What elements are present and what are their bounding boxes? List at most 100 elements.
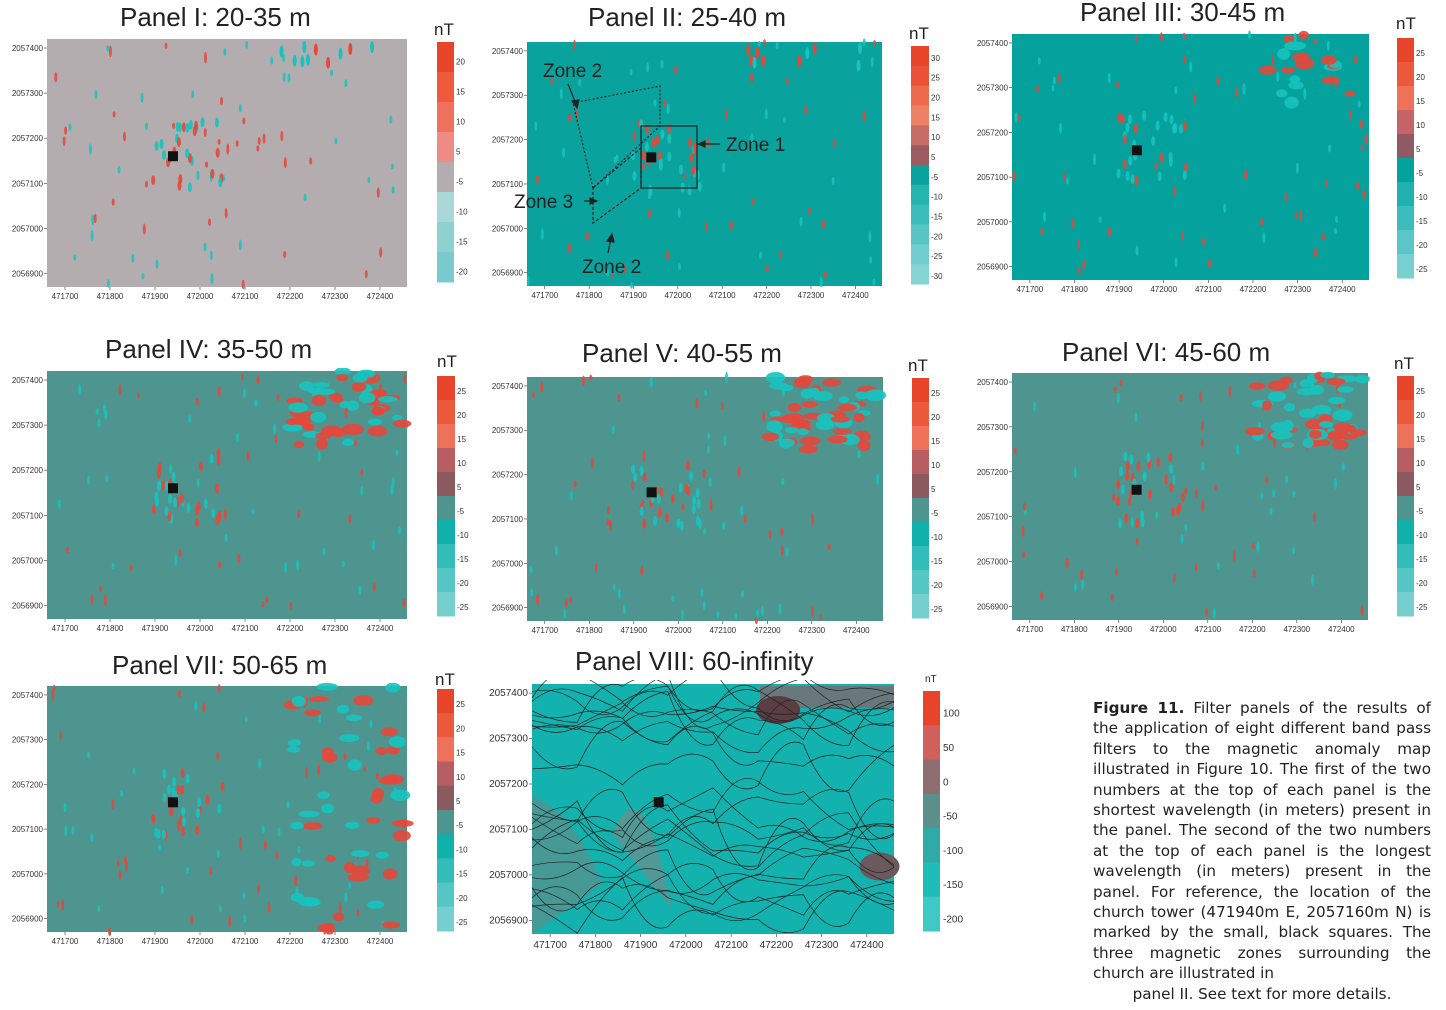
colorbar-tick-label: 10 — [931, 461, 940, 470]
anomaly — [305, 696, 309, 707]
anomaly — [722, 521, 726, 530]
anomaly — [258, 758, 262, 769]
x-tick-label: 471900 — [142, 937, 169, 946]
colorbar-swatch — [1397, 520, 1414, 545]
anomaly — [243, 914, 247, 924]
x-tick-label: 471800 — [1061, 285, 1088, 294]
anomaly — [303, 193, 307, 202]
anomaly — [1125, 461, 1130, 472]
anomaly — [1283, 402, 1296, 412]
colorbar-tick-label: -5 — [931, 173, 939, 182]
anomaly — [722, 162, 726, 174]
anomaly — [287, 73, 291, 83]
x-tick-label: 471700 — [52, 292, 79, 301]
anomaly — [395, 449, 399, 456]
anomaly — [176, 785, 181, 796]
colorbar-swatch — [437, 192, 454, 223]
anomaly — [347, 873, 370, 882]
anomaly — [606, 505, 610, 515]
anomaly — [217, 560, 221, 569]
anomaly — [1116, 479, 1121, 490]
colorbar-swatch — [437, 162, 454, 193]
anomaly — [864, 389, 887, 402]
anomaly — [277, 827, 281, 837]
anomaly — [346, 400, 359, 411]
x-tick-label: 472000 — [665, 626, 692, 635]
anomaly — [1355, 374, 1370, 384]
anomaly — [347, 759, 362, 771]
anomaly — [568, 113, 572, 123]
anomaly — [351, 381, 367, 392]
anomaly — [379, 383, 383, 390]
anomaly — [1173, 122, 1178, 133]
anomaly — [1107, 72, 1111, 84]
x-tick-label: 472100 — [232, 624, 259, 633]
anomaly — [334, 368, 351, 376]
anomaly — [1040, 227, 1044, 236]
anomaly — [371, 406, 386, 416]
colorbar-tick-label: 20 — [931, 94, 940, 103]
anomaly-blobs — [57, 368, 412, 610]
colorbar-tick-label: -5 — [931, 509, 939, 518]
anomaly — [827, 435, 848, 444]
anomaly — [106, 279, 110, 288]
anomaly — [823, 270, 827, 279]
anomaly — [51, 689, 55, 701]
x-tick-label: 472300 — [1284, 285, 1311, 294]
contour-line — [531, 798, 895, 847]
anomaly — [702, 469, 706, 479]
anomaly — [1281, 441, 1295, 449]
anomaly — [1136, 461, 1141, 472]
colorbar-swatch — [923, 793, 940, 829]
anomaly — [778, 384, 794, 392]
anomaly — [693, 141, 698, 152]
anomaly — [218, 905, 222, 913]
y-tick-label: 2057100 — [977, 513, 1009, 522]
anomaly — [287, 739, 302, 747]
colorbar-swatch — [437, 834, 454, 859]
anomaly — [702, 528, 706, 535]
anomaly — [351, 850, 370, 858]
anomaly — [186, 503, 191, 514]
x-tick-label: 472300 — [322, 624, 349, 633]
anomaly — [162, 793, 167, 804]
colorbar-tick-label: 15 — [456, 749, 465, 758]
anomaly — [811, 514, 815, 526]
anomaly — [1062, 172, 1066, 182]
colorbar-swatch — [1397, 376, 1414, 401]
anomaly — [389, 115, 393, 124]
colorbar-swatch — [437, 448, 455, 473]
x-tick-label: 471700 — [52, 624, 79, 633]
x-tick-label: 472200 — [1239, 625, 1266, 634]
anomaly — [94, 90, 98, 99]
anomaly — [1183, 55, 1187, 65]
x-tick-label: 472200 — [753, 291, 780, 300]
anomaly — [330, 69, 334, 77]
colorbar-tick-label: -5 — [456, 821, 464, 830]
anomaly — [1081, 579, 1085, 590]
zone-1-label: Zone 1 — [726, 135, 785, 156]
anomaly — [688, 137, 693, 148]
anomaly — [605, 175, 609, 185]
anomaly — [1110, 593, 1114, 602]
anomaly — [216, 751, 220, 761]
anomaly — [294, 875, 298, 887]
colorbar-swatch — [1397, 254, 1414, 279]
anomaly — [57, 499, 61, 510]
anomaly — [180, 826, 185, 837]
anomaly — [312, 381, 330, 388]
anomaly — [342, 560, 346, 568]
anomaly — [677, 207, 681, 219]
anomaly — [629, 68, 633, 76]
anomaly — [1021, 525, 1025, 538]
anomaly — [1133, 123, 1138, 134]
colorbar-swatch — [1397, 206, 1414, 231]
anomaly — [1256, 541, 1260, 553]
colorbar-tick-label: 15 — [931, 113, 940, 122]
anomaly — [1174, 257, 1178, 268]
anomaly — [172, 122, 176, 130]
colorbar-swatch — [1397, 424, 1414, 449]
anomaly — [1228, 385, 1232, 397]
x-tick-label: 472300 — [798, 626, 825, 635]
anomaly — [205, 794, 210, 805]
